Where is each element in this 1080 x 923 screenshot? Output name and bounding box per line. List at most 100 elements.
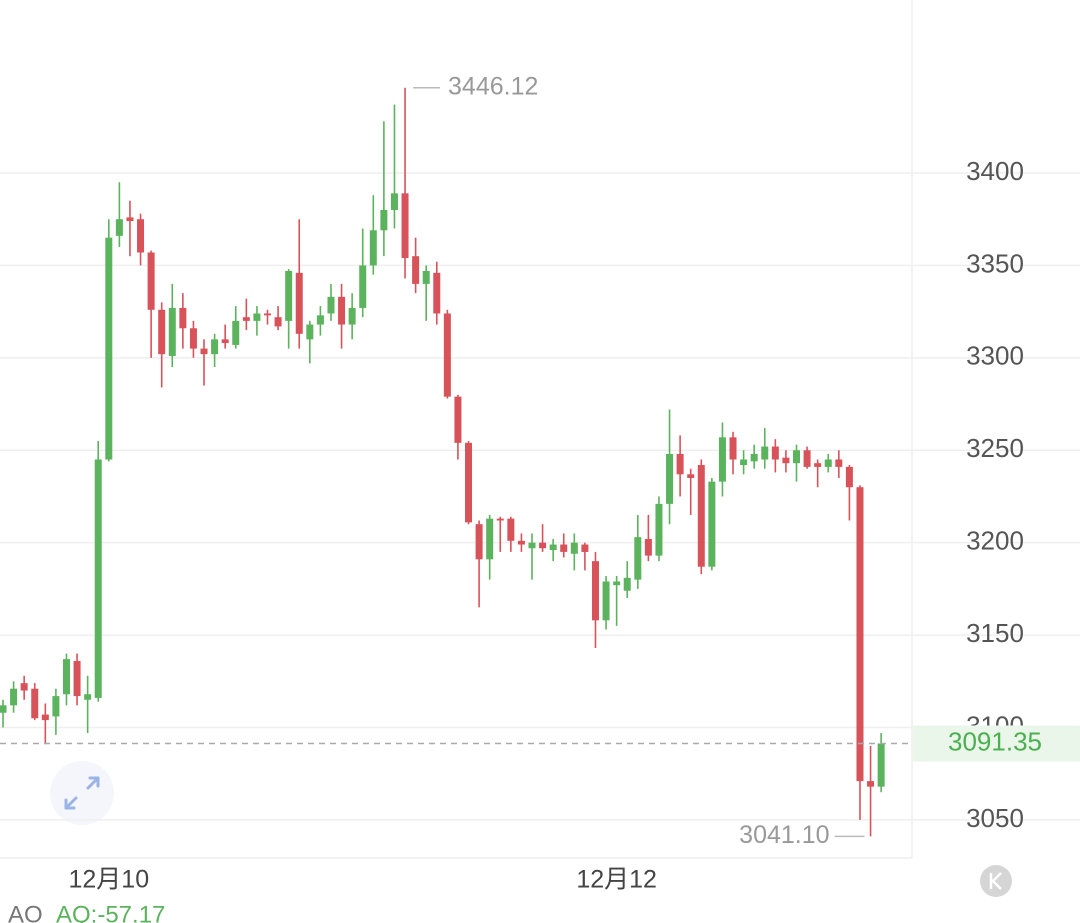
candle-body: [549, 544, 557, 551]
candle-body: [10, 688, 18, 706]
candle-body: [528, 542, 536, 549]
candle-body: [676, 453, 684, 475]
candle-body: [348, 307, 356, 325]
candle-body: [94, 459, 102, 698]
candle-body: [750, 453, 758, 462]
collapse-button[interactable]: [980, 865, 1012, 897]
candle-body: [316, 315, 324, 325]
candle-body: [718, 437, 726, 482]
expand-icon: [64, 776, 100, 810]
candle-body: [697, 465, 705, 567]
last-price-bg: [913, 725, 1080, 762]
candle-body: [581, 544, 589, 552]
candle-body: [84, 694, 92, 700]
candle-body: [401, 193, 409, 259]
indicator-value: AQ:-57.17: [56, 901, 165, 923]
candle-body: [560, 544, 568, 552]
candle-body: [835, 459, 843, 467]
y-tick-label: 3150: [966, 618, 1024, 648]
candle-body: [634, 537, 642, 580]
candle-body: [486, 518, 494, 560]
candle-body: [369, 230, 377, 266]
collapse-bg: [980, 865, 1012, 897]
candle-body: [380, 209, 388, 231]
candle-body: [877, 743, 885, 787]
candle-body: [465, 442, 473, 523]
candle-body: [771, 446, 779, 460]
candle-body: [814, 463, 822, 467]
candle-body: [274, 317, 282, 327]
y-tick-label: 3400: [966, 156, 1024, 186]
candle-body: [73, 660, 81, 697]
candle-body: [41, 714, 49, 721]
candle-body: [623, 577, 631, 591]
y-tick-label: 3050: [966, 803, 1024, 833]
indicator-name: AO: [8, 901, 43, 923]
candle-body: [20, 683, 28, 691]
candle-body: [147, 252, 155, 310]
candle-body: [359, 265, 367, 308]
candle-body: [137, 219, 145, 253]
candle-body: [443, 313, 451, 397]
y-tick-label: 3250: [966, 433, 1024, 463]
candle-body: [570, 542, 578, 554]
candle-body: [327, 296, 335, 314]
candle-body: [126, 217, 134, 222]
candle-body: [591, 561, 599, 621]
candle-body: [115, 219, 123, 236]
candle-body: [295, 272, 303, 334]
candle-body: [62, 659, 70, 695]
candle-body: [433, 272, 441, 314]
candle-body: [232, 320, 240, 345]
candle-body: [782, 457, 790, 464]
expand-button[interactable]: [50, 761, 114, 825]
candle-body: [200, 348, 208, 355]
candle-body: [253, 313, 261, 321]
candle-body: [158, 309, 166, 355]
candle-body: [655, 503, 663, 556]
candle-body: [422, 270, 430, 284]
candle-body: [613, 581, 621, 586]
expand-bg: [50, 761, 114, 825]
x-tick-label: 12月12: [576, 866, 657, 894]
candle-body: [687, 474, 695, 478]
candle-body: [179, 307, 187, 329]
candle-body: [285, 270, 293, 321]
min-label: 3041.10: [739, 821, 829, 849]
candle-body: [539, 542, 547, 549]
candle-body: [306, 324, 314, 340]
candle-body: [52, 696, 60, 717]
candle-body: [867, 781, 875, 787]
candle-body: [517, 540, 525, 545]
last-price-label: 3091.35: [948, 726, 1042, 756]
candle-body: [475, 524, 483, 560]
y-tick-label: 3200: [966, 526, 1024, 556]
candle-body: [390, 193, 398, 210]
candle-body: [793, 450, 800, 464]
candle-body: [211, 339, 219, 355]
y-tick-label: 3300: [966, 341, 1024, 371]
candle-body: [856, 487, 864, 782]
candle-body: [105, 237, 113, 460]
candle-body: [729, 437, 737, 460]
candle-body: [602, 581, 610, 621]
x-tick-label: 12月10: [68, 866, 149, 894]
candle-body: [412, 256, 420, 284]
candle-body: [454, 396, 462, 443]
candle-body: [264, 313, 271, 316]
candle-body: [31, 688, 39, 719]
y-tick-label: 3350: [966, 248, 1024, 278]
candle-body: [708, 481, 716, 567]
max-label: 3446.12: [448, 72, 538, 100]
candle-body: [496, 518, 504, 521]
candle-body: [338, 296, 346, 325]
candle-body: [845, 466, 853, 488]
candle-body: [803, 450, 811, 467]
candle-body: [824, 459, 832, 467]
candle-body: [242, 317, 250, 321]
candle-body: [168, 307, 176, 356]
candle-body: [740, 459, 748, 466]
candle-body: [189, 328, 197, 349]
